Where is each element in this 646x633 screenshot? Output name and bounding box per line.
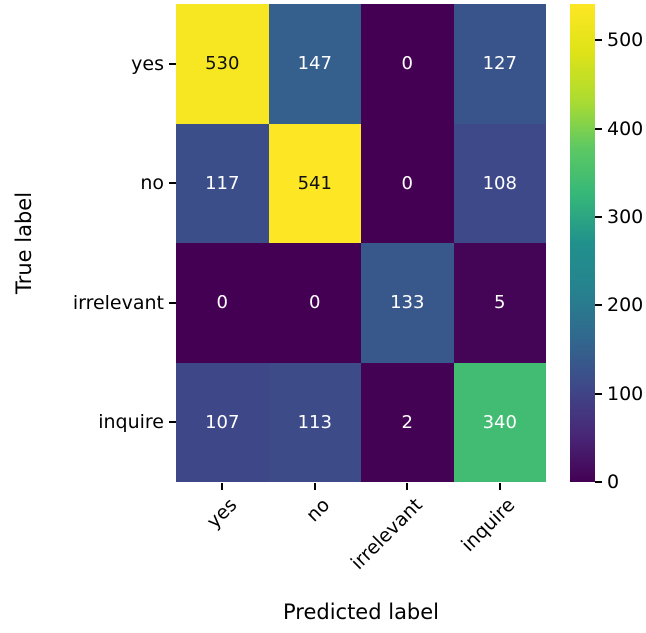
cell-value: 107 xyxy=(205,411,240,433)
heatmap-cell-no-irrelevant: 0 xyxy=(361,123,454,243)
y-tick-mark xyxy=(169,421,176,424)
cell-value: 147 xyxy=(297,53,332,75)
y-tick-label-no: no xyxy=(140,172,164,195)
heatmap-cell-yes-no: 147 xyxy=(268,4,361,124)
heatmap-cell-no-no: 541 xyxy=(268,123,361,243)
cell-value: 0 xyxy=(309,292,321,314)
heatmap-cell-irrelevant-yes: 0 xyxy=(176,243,269,363)
cell-value: 2 xyxy=(401,411,413,433)
colorbar-tick-mark xyxy=(595,215,602,218)
colorbar-tick-mark xyxy=(595,127,602,130)
colorbar-tick-label-400: 400 xyxy=(607,117,644,140)
heatmap-grid: 530 147 0 127 117 541 0 108 0 0 133 5 107 113 2 340 xyxy=(176,4,546,482)
cell-value: 530 xyxy=(205,53,240,75)
heatmap-cell-irrelevant-inquire: 5 xyxy=(453,243,546,363)
colorbar-tick-mark xyxy=(595,39,602,42)
colorbar-tick-mark xyxy=(595,304,602,307)
x-tick-mark xyxy=(498,483,501,490)
x-axis-title: Predicted label xyxy=(282,600,440,624)
colorbar-tick-mark xyxy=(595,392,602,395)
colorbar-tick-label-500: 500 xyxy=(607,29,644,52)
colorbar-tick-label-300: 300 xyxy=(607,205,644,228)
cell-value: 5 xyxy=(494,292,506,314)
y-tick-label-irrelevant: irrelevant xyxy=(72,291,164,314)
heatmap-cell-irrelevant-irrelevant: 133 xyxy=(361,243,454,363)
y-tick-label-inquire: inquire xyxy=(98,411,164,434)
x-tick-label-inquire: inquire xyxy=(457,494,520,557)
x-tick-label-irrelevant: irrelevant xyxy=(346,494,427,575)
heatmap-cell-inquire-irrelevant: 2 xyxy=(361,362,454,482)
y-tick-mark xyxy=(169,62,176,65)
cell-value: 0 xyxy=(401,53,413,75)
heatmap-cell-inquire-no: 113 xyxy=(268,362,361,482)
colorbar-tick-label-200: 200 xyxy=(607,294,644,317)
x-tick-mark xyxy=(406,483,409,490)
heatmap-cell-yes-inquire: 127 xyxy=(453,4,546,124)
x-tick-label-no: no xyxy=(302,494,335,527)
y-tick-label-yes: yes xyxy=(131,52,164,75)
heatmap-cell-yes-yes: 530 xyxy=(176,4,269,124)
colorbar-tick-mark xyxy=(595,481,602,483)
cell-value: 127 xyxy=(482,53,517,75)
heatmap-cell-irrelevant-no: 0 xyxy=(268,243,361,363)
heatmap-cell-inquire-inquire: 340 xyxy=(453,362,546,482)
y-tick-mark xyxy=(169,301,176,304)
x-tick-mark xyxy=(313,483,316,490)
cell-value: 113 xyxy=(297,411,332,433)
x-tick-mark xyxy=(221,483,224,490)
cell-value: 108 xyxy=(482,172,517,194)
heatmap-cell-inquire-yes: 107 xyxy=(176,362,269,482)
cell-value: 133 xyxy=(390,292,425,314)
heatmap-cell-no-inquire: 108 xyxy=(453,123,546,243)
colorbar-tick-label-100: 100 xyxy=(607,382,644,405)
heatmap-cell-yes-irrelevant: 0 xyxy=(361,4,454,124)
cell-value: 117 xyxy=(205,172,240,194)
x-tick-label-yes: yes xyxy=(203,494,242,533)
colorbar xyxy=(570,4,595,482)
heatmap-cell-no-yes: 117 xyxy=(176,123,269,243)
y-axis-title: True label xyxy=(12,191,36,295)
colorbar-tick-label-0: 0 xyxy=(607,471,620,493)
cell-value: 340 xyxy=(482,411,517,433)
cell-value: 0 xyxy=(216,292,228,314)
y-tick-mark xyxy=(169,182,176,185)
cell-value: 541 xyxy=(297,172,332,194)
cell-value: 0 xyxy=(401,172,413,194)
